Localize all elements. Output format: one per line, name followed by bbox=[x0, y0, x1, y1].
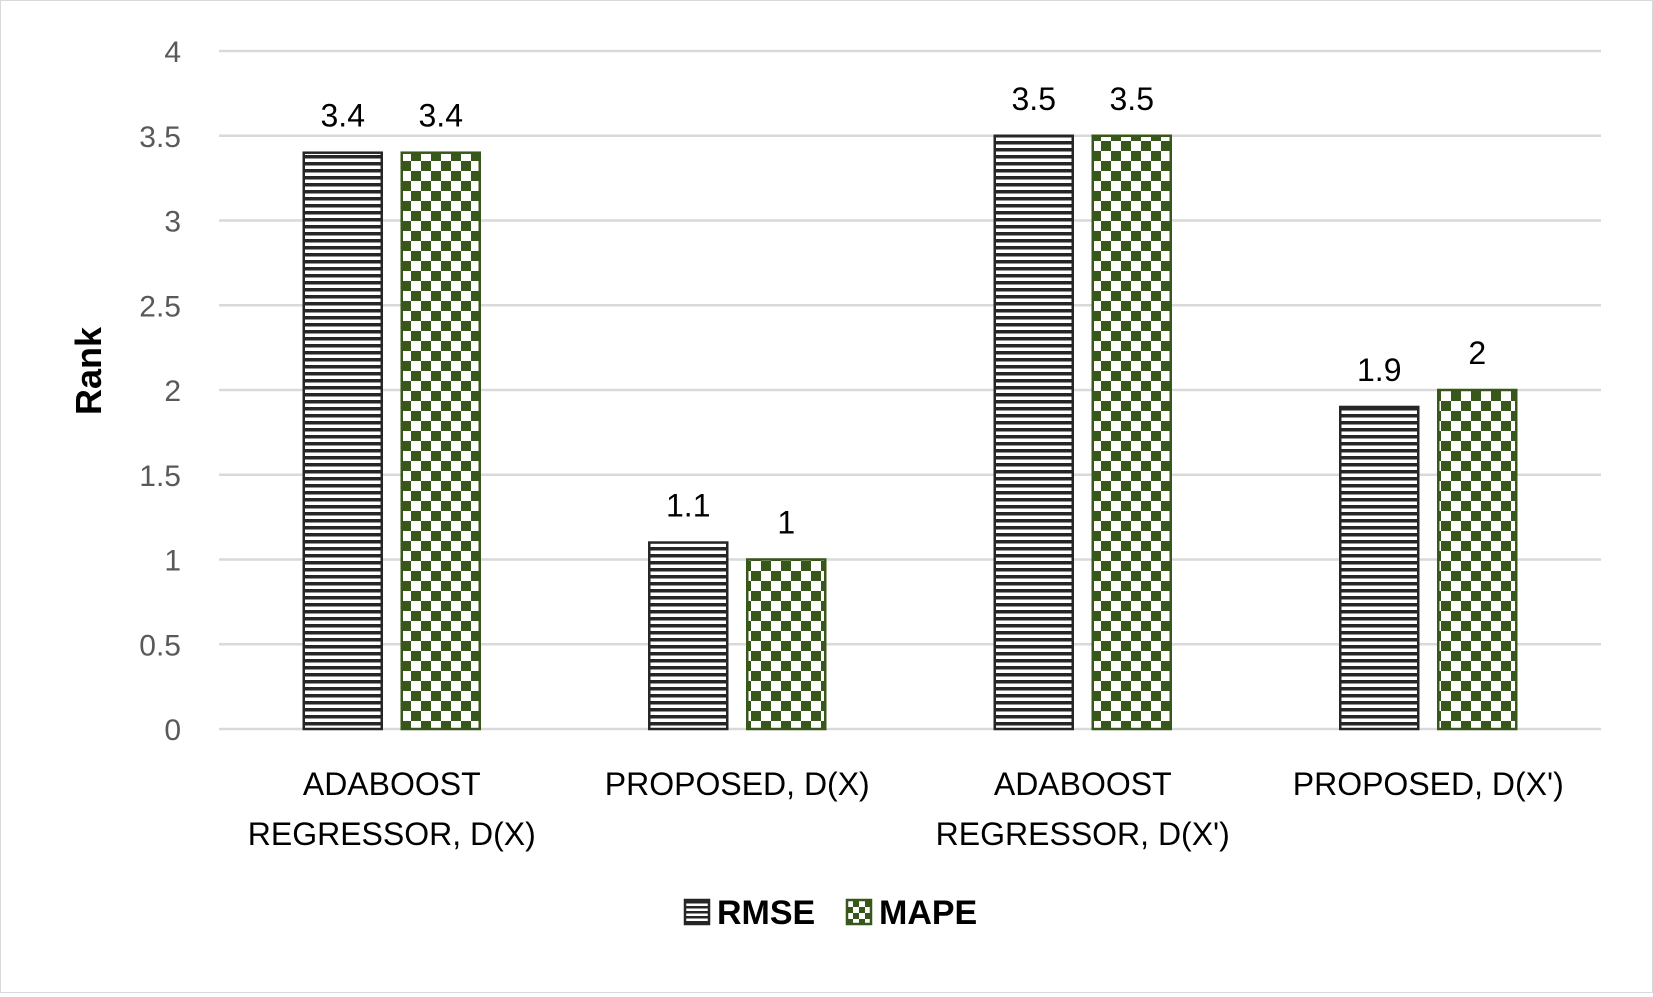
data-label-mape: 2 bbox=[1468, 335, 1486, 371]
y-tick-label: 0.5 bbox=[139, 629, 181, 662]
data-label-rmse: 3.4 bbox=[321, 98, 365, 134]
data-label-rmse: 1.9 bbox=[1357, 352, 1401, 388]
bar-mape bbox=[1437, 388, 1518, 731]
bar-mape bbox=[400, 151, 481, 731]
bar-mape bbox=[1091, 134, 1172, 731]
x-category-label-line: REGRESSOR, D(X') bbox=[936, 816, 1230, 852]
bar-mape bbox=[746, 558, 827, 731]
y-tick-label: 4 bbox=[164, 36, 181, 69]
data-labels: 3.4 3.4 1.1 1 3.5 3.5 1.9 2 bbox=[321, 81, 1487, 541]
x-axis-category-labels: ADABOOST REGRESSOR, D(X) PROPOSED, D(X) ADA… bbox=[248, 766, 1564, 852]
data-label-mape: 3.4 bbox=[419, 98, 463, 134]
x-category-label: ADABOOST REGRESSOR, D(X') bbox=[936, 766, 1230, 852]
y-tick-label: 0 bbox=[164, 714, 181, 747]
y-tick-label: 2.5 bbox=[139, 290, 181, 323]
legend-label-rmse: RMSE bbox=[717, 894, 815, 932]
bar-rmse bbox=[1339, 405, 1420, 731]
y-axis-ticks: 0 0.5 1 1.5 2 2.5 3 3.5 4 bbox=[139, 36, 181, 747]
y-tick-label: 1 bbox=[164, 545, 181, 578]
x-category-label-line: ADABOOST bbox=[994, 766, 1172, 802]
legend: RMSE MAPE bbox=[683, 894, 977, 932]
x-category-label-line: ADABOOST bbox=[303, 766, 481, 802]
x-category-label: PROPOSED, D(X) bbox=[605, 766, 870, 802]
y-tick-label: 2 bbox=[164, 375, 181, 408]
legend-swatch-mape bbox=[845, 898, 873, 926]
bar-rmse bbox=[648, 541, 729, 731]
data-label-mape: 3.5 bbox=[1110, 81, 1154, 117]
bar-rmse bbox=[302, 151, 383, 731]
x-category-label: ADABOOST REGRESSOR, D(X) bbox=[248, 766, 536, 852]
data-label-rmse: 1.1 bbox=[666, 488, 710, 524]
bars bbox=[302, 134, 1518, 731]
data-label-mape: 1 bbox=[777, 505, 795, 541]
data-label-rmse: 3.5 bbox=[1012, 81, 1056, 117]
y-tick-label: 3.5 bbox=[139, 121, 181, 154]
legend-label-mape: MAPE bbox=[879, 894, 977, 932]
y-axis-title: Rank bbox=[68, 326, 109, 415]
y-tick-label: 3 bbox=[164, 206, 181, 239]
y-tick-label: 1.5 bbox=[139, 460, 181, 493]
legend-swatch-rmse bbox=[683, 898, 711, 926]
x-category-label-line: REGRESSOR, D(X) bbox=[248, 816, 536, 852]
x-category-label: PROPOSED, D(X') bbox=[1293, 766, 1564, 802]
x-category-label-line: PROPOSED, D(X) bbox=[605, 766, 870, 802]
bar-rmse bbox=[993, 134, 1074, 731]
x-category-label-line: PROPOSED, D(X') bbox=[1293, 766, 1564, 802]
